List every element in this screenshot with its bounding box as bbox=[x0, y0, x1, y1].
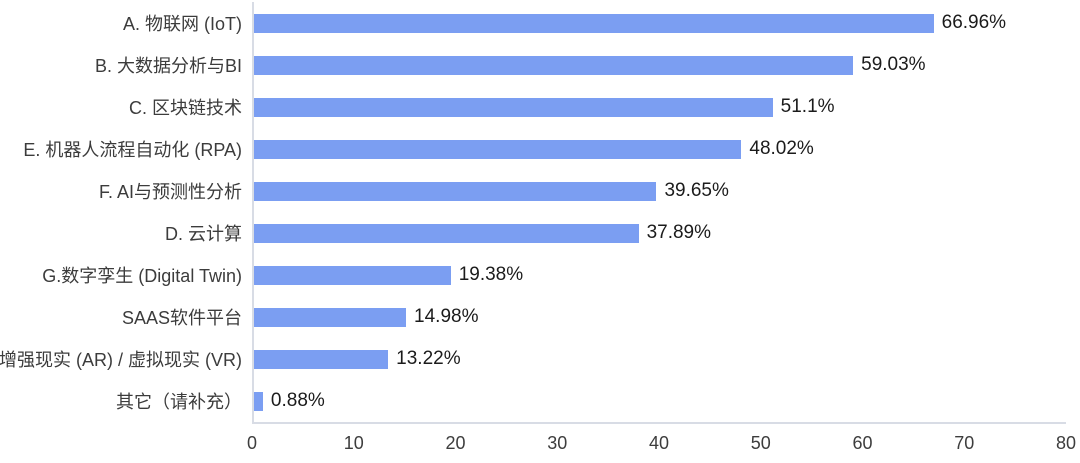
bar-row: 19.38% bbox=[254, 254, 1066, 296]
value-label: 19.38% bbox=[458, 264, 524, 285]
value-label: 13.22% bbox=[396, 348, 461, 369]
category-label: F. AI与预测性分析 bbox=[98, 182, 242, 202]
x-tick-label: 0 bbox=[246, 433, 258, 453]
bar bbox=[254, 223, 639, 243]
category-label: 增强现实 (AR) / 虚拟现实 (VR) bbox=[0, 350, 242, 370]
bar-row: 66.96% bbox=[254, 2, 1066, 44]
bar-row: 37.89% bbox=[254, 212, 1066, 254]
x-tick-label: 50 bbox=[750, 433, 771, 453]
bar-row: 13.22% bbox=[254, 338, 1066, 380]
category-label: C. 区块链技术 bbox=[128, 98, 242, 118]
category-label: 其它（请补充） bbox=[116, 392, 242, 412]
bar-row: 14.98% bbox=[254, 296, 1066, 338]
category-label: SAAS软件平台 bbox=[121, 308, 242, 328]
value-label: 66.96% bbox=[941, 12, 1007, 33]
x-axis: 0 10 20 30 40 50 60 70 80 bbox=[247, 424, 1076, 460]
value-label: 37.89% bbox=[646, 222, 712, 243]
value-label: 14.98% bbox=[414, 306, 479, 327]
x-tick-label: 30 bbox=[547, 433, 568, 453]
bar-row: 59.03% bbox=[254, 44, 1066, 86]
bar bbox=[254, 349, 389, 369]
x-tick-label: 20 bbox=[445, 433, 466, 453]
x-tick-label: 80 bbox=[1055, 433, 1077, 453]
bar bbox=[254, 55, 854, 75]
value-label: 0.88% bbox=[270, 390, 325, 411]
x-tick-label: 10 bbox=[343, 433, 364, 453]
bar bbox=[254, 307, 407, 327]
bar-row: 51.1% bbox=[254, 86, 1066, 128]
value-label: 51.1% bbox=[780, 96, 835, 117]
x-tick-label: 70 bbox=[954, 433, 975, 453]
value-label: 39.65% bbox=[664, 180, 729, 201]
value-label: 59.03% bbox=[861, 54, 926, 75]
chart-body: A. 物联网 (IoT) B. 大数据分析与BI C. 区块链技术 E. 机器人流程自… bbox=[0, 2, 1066, 424]
bar-row: 0.88% bbox=[254, 380, 1066, 422]
plot-area: 66.96% 59.03% 51.1% 48.02% 39.65% 37.89% 19.38… bbox=[252, 2, 1066, 424]
bar bbox=[254, 97, 773, 117]
category-label: E. 机器人流程自动化 (RPA) bbox=[23, 140, 242, 160]
category-label: G.数字孪生 (Digital Twin) bbox=[42, 266, 242, 286]
bar bbox=[254, 265, 451, 285]
x-tick-label: 60 bbox=[852, 433, 873, 453]
category-label: A. 物联网 (IoT) bbox=[122, 14, 242, 34]
bar bbox=[254, 181, 657, 201]
category-label: D. 云计算 bbox=[164, 224, 242, 244]
bar-row: 48.02% bbox=[254, 128, 1066, 170]
value-label: 48.02% bbox=[749, 138, 814, 159]
bar bbox=[254, 139, 742, 159]
bar bbox=[254, 391, 263, 411]
x-tick-label: 40 bbox=[648, 433, 670, 453]
category-axis: A. 物联网 (IoT) B. 大数据分析与BI C. 区块链技术 E. 机器人流程自… bbox=[0, 2, 252, 424]
bar bbox=[254, 13, 934, 33]
category-label: B. 大数据分析与BI bbox=[94, 56, 242, 76]
bar-row: 39.65% bbox=[254, 170, 1066, 212]
